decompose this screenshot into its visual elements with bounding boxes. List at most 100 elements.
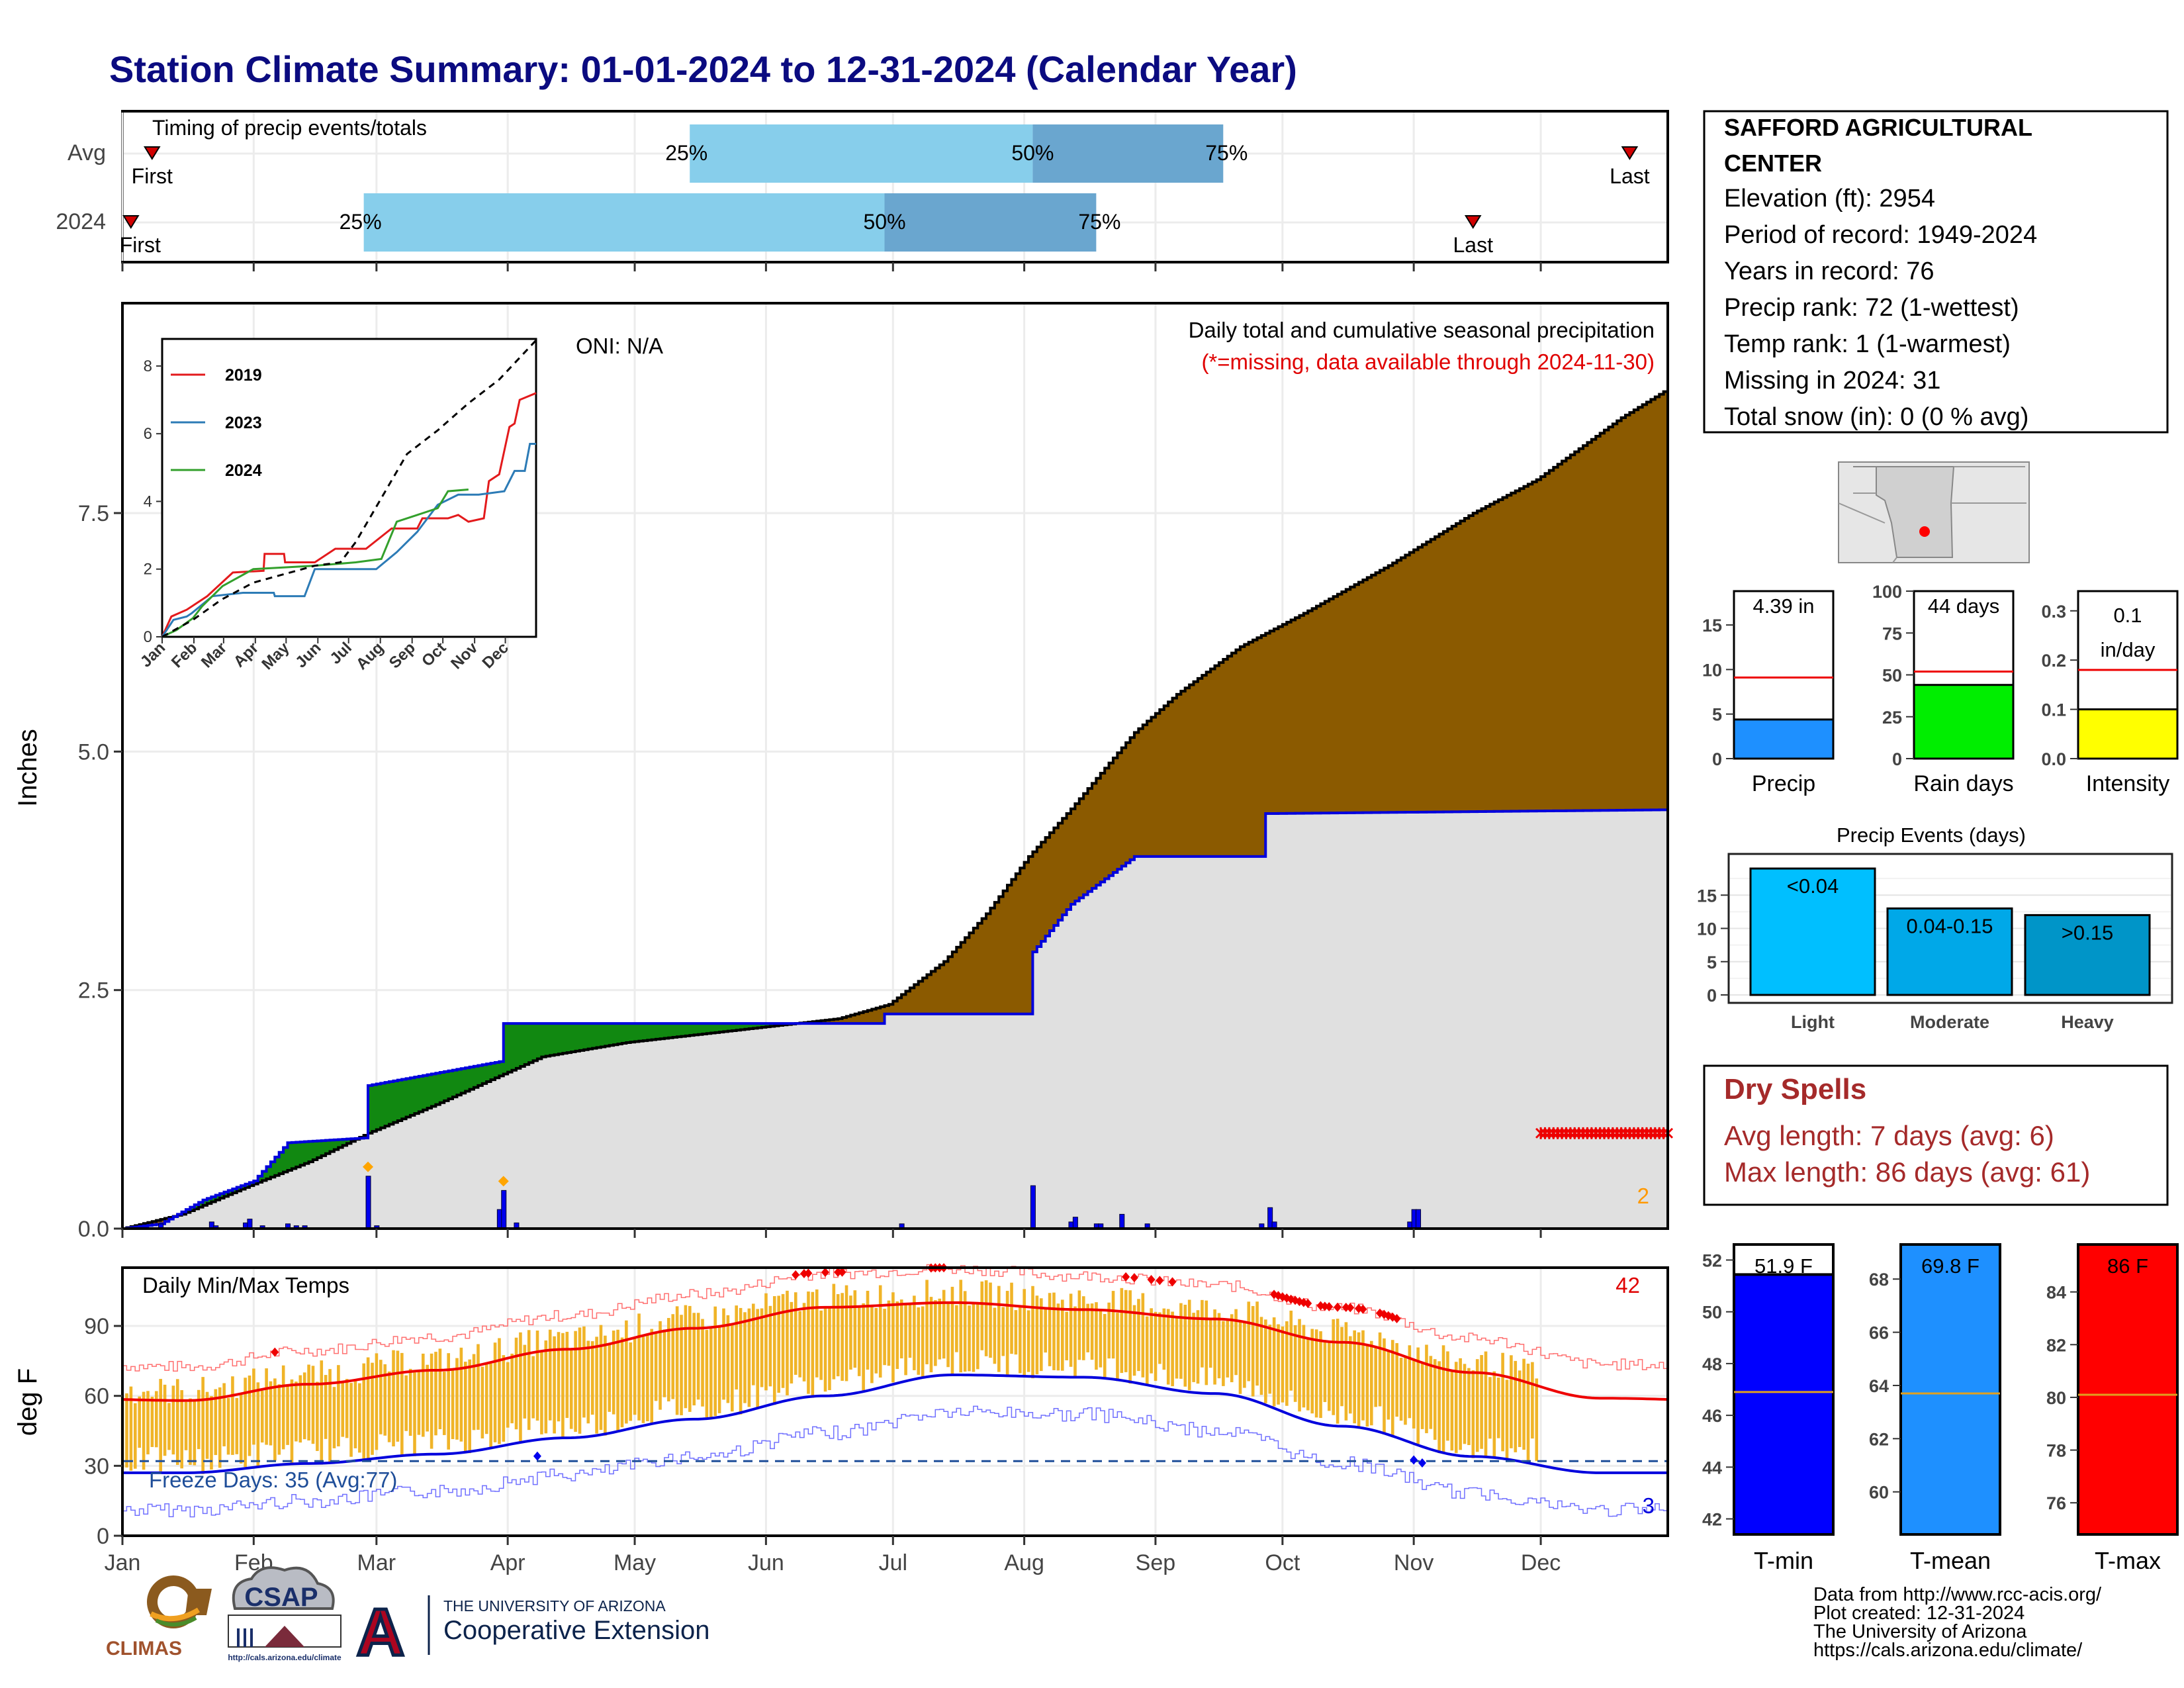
daily-temp-range-bar — [400, 1352, 404, 1457]
daily-temp-range-bar — [1272, 1317, 1276, 1407]
daily-temp-range-bar — [1353, 1330, 1357, 1424]
daily-temp-range-bar — [671, 1314, 675, 1399]
first-event-marker — [143, 146, 161, 160]
daily-precip-bars — [158, 1161, 1422, 1229]
daily-temp-range-bar — [1378, 1332, 1382, 1407]
record-low-line — [122, 1405, 1668, 1518]
daily-temp-range-bar — [1526, 1364, 1530, 1460]
daily-temp-range-bar — [1259, 1317, 1263, 1395]
timing-bar-25-50 — [363, 193, 885, 252]
daily-temp-range-bar — [701, 1319, 704, 1407]
events-bar-moderate — [1886, 907, 2013, 996]
events-bar-light — [1749, 867, 1876, 996]
mini-bar-rain — [1913, 684, 2015, 760]
mini-tick-label: 0 — [1712, 749, 1722, 769]
daily-temp-range-bar — [667, 1318, 670, 1402]
daily-precip-bar — [365, 1176, 371, 1229]
daily-temp-range-bar — [1306, 1339, 1310, 1411]
daily-temp-range-bar — [878, 1285, 882, 1378]
tbar-tick-label: 80 — [2046, 1388, 2066, 1408]
station-info-box: SAFFORD AGRICULTURAL CENTER Elevation (f… — [1703, 110, 2169, 434]
climas-logo-text: CLIMAS — [106, 1638, 182, 1660]
mini-unit-intensity: in/day — [2101, 638, 2156, 661]
missing-data-markers — [1535, 1127, 1674, 1139]
daily-temp-range-bar — [201, 1377, 205, 1474]
mini-value-precip: 4.39 in — [1752, 594, 1814, 618]
daily-precip-bar — [1416, 1209, 1422, 1229]
inset-line-2024 — [161, 489, 469, 638]
tbar-tmax — [2077, 1243, 2179, 1536]
daily-temp-range-bar — [404, 1375, 408, 1431]
daily-temp-range-bar — [1095, 1302, 1098, 1370]
daily-temp-range-bar — [819, 1310, 823, 1380]
daily-temp-range-bar — [1187, 1299, 1191, 1391]
freeze-days-label: Freeze Days: 35 (Avg:77) — [149, 1468, 397, 1492]
events-bar-label: 0.04-0.15 — [1907, 914, 1993, 937]
station-temp-rank: Temp rank: 1 (1-warmest) — [1724, 330, 2011, 358]
daily-temp-range-bar — [1383, 1338, 1386, 1435]
inset-line-2019 — [161, 392, 537, 637]
daily-temp-range-bar — [252, 1368, 255, 1445]
month-label: Apr — [490, 1550, 525, 1575]
precip-y-tick-label: 7.5 — [78, 501, 109, 526]
daily-temp-range-bar — [480, 1366, 484, 1438]
daily-temp-range-bar — [1073, 1306, 1077, 1379]
daily-temp-range-bar — [1141, 1293, 1145, 1378]
daily-temp-range-bar — [963, 1291, 967, 1372]
tbar-value-tmax: 86 F — [2107, 1254, 2148, 1278]
summary-mini-charts: 0 5 10 15 Precip 4.39 in 0 25 50 75 100 Rain days 44… — [1702, 582, 2179, 796]
timing-label: Timing of precip events/totals — [152, 116, 427, 140]
daily-temp-range-bar — [311, 1366, 315, 1444]
daily-temp-range-bar — [171, 1385, 175, 1455]
mini-bar-intensity — [2077, 708, 2179, 760]
daily-temp-range-bar — [1349, 1336, 1352, 1414]
daily-temp-range-bar — [290, 1379, 294, 1466]
month-label: Dec — [1521, 1550, 1561, 1575]
first-event-label: First — [120, 233, 161, 257]
daily-temp-range-bar — [899, 1299, 903, 1359]
daily-temp-range-bar — [828, 1308, 831, 1391]
temperature-panel: 0 30 60 90 deg F Daily Min/Max Temps 42 3 F… — [13, 1263, 1669, 1575]
daily-temp-range-bar — [260, 1390, 264, 1443]
daily-temp-range-bar — [1120, 1288, 1124, 1374]
daily-temp-range-bar — [273, 1378, 277, 1461]
daily-temp-range-bar — [472, 1354, 476, 1430]
record-high-marker — [1359, 1304, 1367, 1314]
daily-temp-range-bar — [1454, 1362, 1458, 1454]
temp-y-tick-label: 30 — [84, 1454, 109, 1479]
mini-tick-label: 5 — [1712, 705, 1722, 725]
daily-temp-range-bar — [1247, 1301, 1251, 1382]
first-event-marker — [122, 215, 140, 229]
daily-precip-bar — [1119, 1213, 1125, 1229]
daily-temp-range-bar — [1492, 1371, 1496, 1457]
ua-extension-text: Cooperative Extension — [443, 1616, 709, 1645]
daily-temp-range-bar — [764, 1293, 768, 1391]
precip-events-title: Precip Events (days) — [1837, 823, 2026, 847]
daily-temp-range-bar — [1518, 1370, 1522, 1447]
daily-temp-range-bar — [1369, 1340, 1373, 1426]
daily-temp-range-bar — [167, 1403, 171, 1450]
daily-temp-range-bar — [599, 1325, 603, 1430]
tbar-tmean — [1899, 1243, 2001, 1536]
daily-temp-range-bar — [646, 1335, 649, 1422]
ua-small-text: THE UNIVERSITY OF ARIZONA — [443, 1597, 666, 1615]
daily-temp-range-bar — [747, 1308, 751, 1407]
daily-temp-range-bar — [442, 1372, 446, 1435]
mini-tick-label: 0.2 — [2041, 651, 2066, 671]
daily-temp-range-bar — [366, 1357, 370, 1460]
daily-temp-range-bar — [1293, 1325, 1297, 1402]
temp-y-tick-label: 60 — [84, 1384, 109, 1409]
timing-label-50: 50% — [1011, 141, 1054, 165]
daily-temp-range-bar — [569, 1349, 573, 1429]
daily-temp-range-bar — [1302, 1325, 1306, 1408]
tbar-tick-label: 76 — [2046, 1493, 2066, 1513]
daily-temp-range-bar — [929, 1297, 933, 1373]
daily-temp-range-bar — [1505, 1380, 1509, 1460]
mini-tick-label: 0 — [1892, 749, 1902, 769]
daily-temp-range-bar — [527, 1330, 531, 1430]
daily-temp-range-bar — [950, 1286, 954, 1375]
daily-temp-range-bar — [1264, 1319, 1267, 1403]
daily-temp-range-bar — [595, 1336, 598, 1434]
precip-panel: 0.0 2.5 5.0 7.5 Inches Daily total and cumu… — [13, 302, 1674, 1242]
events-category-label: Moderate — [1910, 1012, 1989, 1032]
